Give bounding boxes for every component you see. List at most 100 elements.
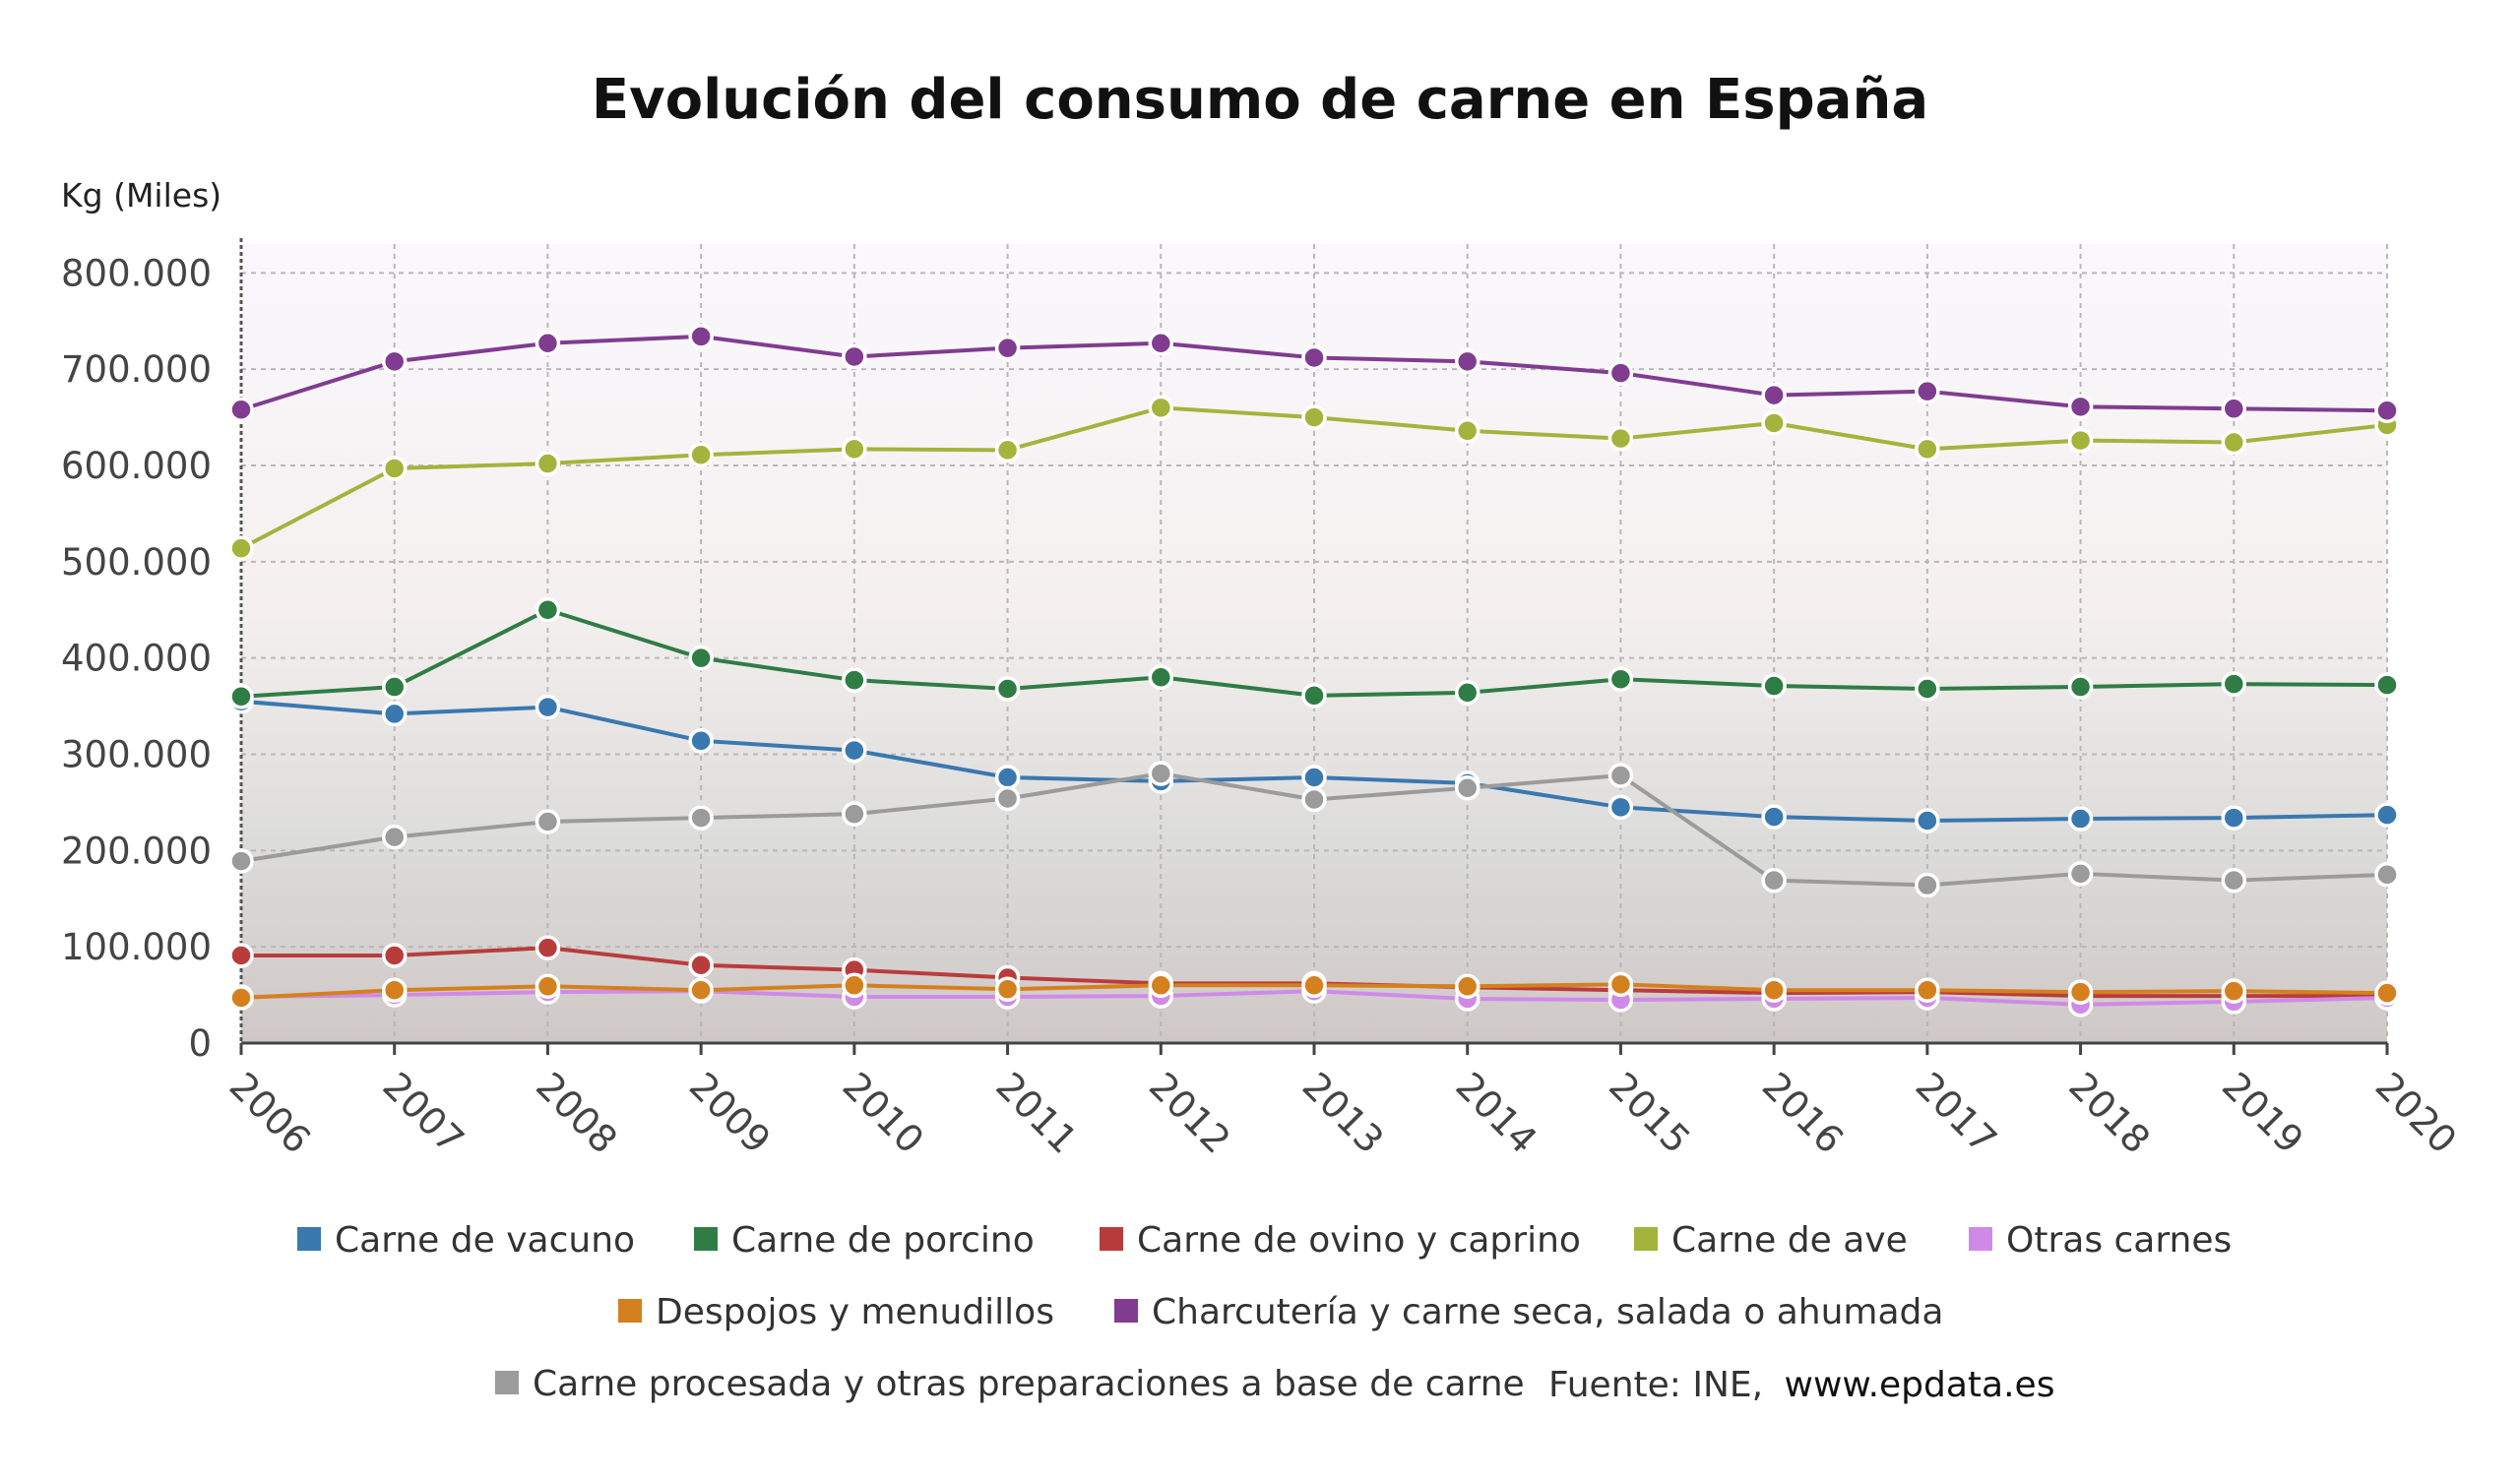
data-point[interactable] [2067, 394, 2094, 420]
data-point[interactable] [842, 972, 867, 999]
data-point[interactable] [1915, 676, 1940, 702]
data-point[interactable] [1148, 664, 1174, 690]
data-point[interactable] [688, 324, 714, 349]
data-point[interactable] [688, 728, 714, 754]
data-point[interactable] [994, 437, 1021, 463]
data-point[interactable] [1607, 425, 1634, 452]
data-point[interactable] [2067, 427, 2094, 454]
data-point[interactable] [1454, 418, 1480, 444]
data-point[interactable] [1761, 804, 1787, 830]
data-point[interactable] [994, 765, 1021, 790]
data-point[interactable] [994, 976, 1021, 1002]
data-point[interactable] [1761, 410, 1787, 436]
data-point[interactable] [994, 335, 1021, 361]
data-point[interactable] [688, 645, 714, 671]
data-point[interactable] [1915, 436, 1940, 462]
data-point[interactable] [2221, 671, 2247, 697]
data-point[interactable] [2067, 861, 2094, 887]
data-point[interactable] [228, 684, 254, 709]
data-point[interactable] [1761, 382, 1787, 408]
source-link[interactable]: www.epdata.es [1785, 1365, 2055, 1405]
data-point[interactable] [842, 667, 867, 693]
legend-item[interactable]: Otras carnes [1969, 1220, 2232, 1261]
data-point[interactable] [2221, 978, 2247, 1004]
data-point[interactable] [535, 809, 561, 834]
legend-item[interactable]: Charcutería y carne seca, salada o ahuma… [1114, 1292, 1943, 1332]
data-point[interactable] [381, 977, 408, 1003]
data-point[interactable] [381, 824, 408, 850]
data-point[interactable] [1148, 972, 1174, 999]
data-point[interactable] [1607, 794, 1634, 821]
data-point[interactable] [994, 676, 1021, 702]
legend-item[interactable]: Carne de vacuno [297, 1220, 635, 1261]
data-point[interactable] [1301, 344, 1327, 371]
data-point[interactable] [1454, 348, 1480, 375]
data-point[interactable] [381, 348, 408, 375]
data-point[interactable] [2221, 867, 2247, 894]
data-point[interactable] [2067, 674, 2094, 700]
data-point[interactable] [994, 785, 1021, 812]
data-point[interactable] [1301, 683, 1327, 709]
data-point[interactable] [842, 436, 867, 462]
data-point[interactable] [1454, 680, 1480, 706]
data-point[interactable] [1915, 378, 1940, 404]
data-point[interactable] [688, 442, 714, 468]
data-point[interactable] [535, 597, 561, 623]
legend-item[interactable]: Carne procesada y otras preparaciones a … [495, 1364, 1525, 1404]
data-point[interactable] [535, 973, 561, 1000]
data-point[interactable] [1301, 404, 1327, 430]
legend-item[interactable]: Despojos y menudillos [618, 1292, 1054, 1332]
data-point[interactable] [1915, 872, 1940, 898]
data-point[interactable] [1148, 331, 1174, 356]
data-point[interactable] [2374, 980, 2400, 1006]
data-point[interactable] [688, 953, 714, 978]
data-point[interactable] [688, 805, 714, 831]
data-point[interactable] [228, 943, 254, 968]
data-point[interactable] [1454, 774, 1480, 801]
data-point[interactable] [1148, 761, 1174, 786]
data-point[interactable] [535, 694, 561, 720]
legend-label: Carne de ovino y caprino [1137, 1220, 1581, 1261]
data-point[interactable] [842, 737, 867, 764]
data-point[interactable] [228, 535, 254, 561]
data-point[interactable] [688, 977, 714, 1003]
data-point[interactable] [2374, 398, 2400, 423]
data-point[interactable] [381, 943, 408, 968]
data-point[interactable] [2374, 672, 2400, 698]
data-point[interactable] [228, 848, 254, 874]
data-point[interactable] [1301, 765, 1327, 790]
data-point[interactable] [842, 801, 867, 827]
data-point[interactable] [1761, 673, 1787, 699]
data-point[interactable] [1607, 360, 1634, 386]
data-point[interactable] [2221, 429, 2247, 456]
data-point[interactable] [1148, 395, 1174, 421]
data-point[interactable] [1301, 972, 1327, 999]
data-point[interactable] [1607, 971, 1634, 998]
data-point[interactable] [2374, 802, 2400, 828]
data-point[interactable] [2067, 979, 2094, 1005]
data-point[interactable] [2374, 862, 2400, 888]
legend-item[interactable]: Carne de porcino [694, 1220, 1035, 1261]
data-point[interactable] [1761, 867, 1787, 894]
data-point[interactable] [228, 985, 254, 1011]
data-point[interactable] [535, 451, 561, 476]
data-point[interactable] [381, 456, 408, 481]
data-point[interactable] [2067, 806, 2094, 832]
data-point[interactable] [381, 701, 408, 727]
data-point[interactable] [1915, 808, 1940, 833]
data-point[interactable] [1454, 973, 1480, 1000]
data-point[interactable] [228, 397, 254, 423]
data-point[interactable] [1607, 763, 1634, 788]
data-point[interactable] [1607, 666, 1634, 692]
data-point[interactable] [1915, 977, 1940, 1003]
legend-item[interactable]: Carne de ave [1634, 1220, 1908, 1261]
data-point[interactable] [2221, 396, 2247, 422]
data-point[interactable] [2221, 805, 2247, 831]
legend-item[interactable]: Carne de ovino y caprino [1100, 1220, 1581, 1261]
data-point[interactable] [842, 343, 867, 370]
data-point[interactable] [1301, 786, 1327, 813]
data-point[interactable] [381, 674, 408, 700]
data-point[interactable] [535, 935, 561, 960]
data-point[interactable] [535, 331, 561, 356]
data-point[interactable] [1761, 977, 1787, 1003]
